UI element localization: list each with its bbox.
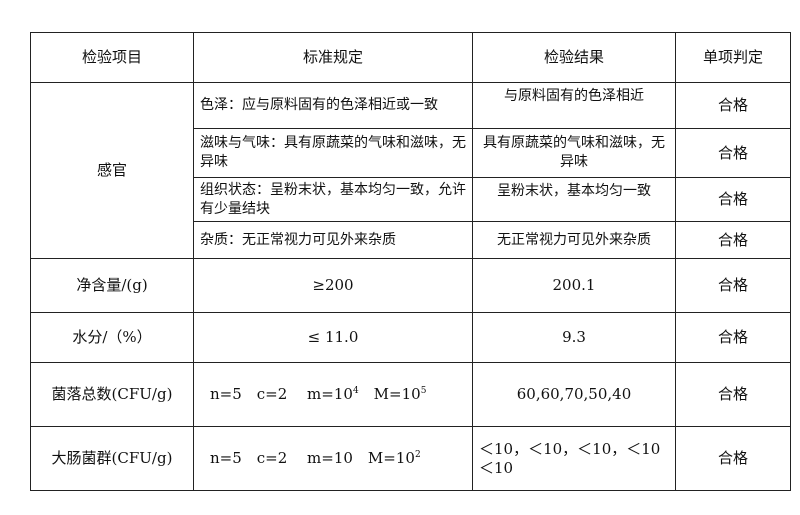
table-row: 菌落总数(CFU/g) n=5 c=2 m=104 M=105 60,60,70… bbox=[30, 362, 791, 427]
standard-cell: 滋味与气味：具有原蔬菜的气味和滋味，无异味 bbox=[193, 128, 473, 178]
verdict-cell: 合格 bbox=[675, 258, 791, 313]
result-cell: 无正常视力可见外来杂质 bbox=[472, 221, 676, 259]
item-cell: 菌落总数(CFU/g) bbox=[30, 362, 194, 427]
result-cell: 9.3 bbox=[472, 312, 676, 363]
table-row: 滋味与气味：具有原蔬菜的气味和滋味，无异味 具有原蔬菜的气味和滋味，无异味 合格 bbox=[31, 128, 791, 178]
standard-text: M=10 bbox=[358, 385, 421, 403]
item-cell: 净含量/(g) bbox=[30, 258, 194, 313]
exponent: 2 bbox=[414, 450, 421, 460]
result-cell: 与原料固有的色泽相近 bbox=[472, 82, 676, 129]
standard-cell: ≤ 11.0 bbox=[193, 312, 473, 363]
verdict-cell: 合格 bbox=[675, 177, 791, 222]
header-verdict: 单项判定 bbox=[675, 32, 791, 83]
standard-cell: n=5 c=2 m=10 M=102 bbox=[193, 426, 473, 491]
standard-cell: 杂质：无正常视力可见外来杂质 bbox=[193, 221, 473, 259]
standard-cell: ≥200 bbox=[193, 258, 473, 313]
result-cell: 呈粉末状，基本均匀一致 bbox=[472, 177, 676, 222]
result-cell: ＜10，＜10，＜10，＜10 ＜10 bbox=[472, 426, 676, 491]
standard-cell: 组织状态：呈粉末状，基本均匀一致，允许有少量结块 bbox=[193, 177, 473, 222]
table-row: 感官 色泽：应与原料固有的色泽相近或一致 与原料固有的色泽相近 合格 bbox=[30, 82, 791, 259]
header-standard: 标准规定 bbox=[193, 32, 473, 83]
result-cell: 60,60,70,50,40 bbox=[472, 362, 676, 427]
standard-text: n=5 c=2 m=10 bbox=[210, 385, 353, 403]
verdict-cell: 合格 bbox=[675, 312, 791, 363]
exponent: 5 bbox=[420, 386, 427, 396]
table-row: 大肠菌群(CFU/g) n=5 c=2 m=10 M=102 ＜10，＜10，＜… bbox=[30, 426, 791, 491]
item-cell: 大肠菌群(CFU/g) bbox=[30, 426, 194, 491]
header-result: 检验结果 bbox=[472, 32, 676, 83]
standard-cell: 色泽：应与原料固有的色泽相近或一致 bbox=[193, 82, 473, 129]
sensory-item: 感官 bbox=[30, 82, 194, 259]
result-cell: 200.1 bbox=[472, 258, 676, 313]
item-cell: 水分/（%） bbox=[30, 312, 194, 363]
standard-text: n=5 c=2 m=10 M=10 bbox=[210, 449, 415, 467]
table-row: 水分/（%） ≤ 11.0 9.3 合格 bbox=[30, 312, 791, 363]
verdict-cell: 合格 bbox=[675, 362, 791, 427]
inspection-table: 检验项目 标准规定 检验结果 单项判定 感官 色泽：应与原料固有的色泽相近或一致… bbox=[30, 32, 791, 491]
header-row: 检验项目 标准规定 检验结果 单项判定 bbox=[30, 32, 791, 83]
standard-cell: n=5 c=2 m=104 M=105 bbox=[193, 362, 473, 427]
result-cell: 具有原蔬菜的气味和滋味，无异味 bbox=[472, 128, 676, 178]
header-item: 检验项目 bbox=[30, 32, 194, 83]
table-row: 净含量/(g) ≥200 200.1 合格 bbox=[30, 258, 791, 313]
table-row: 组织状态：呈粉末状，基本均匀一致，允许有少量结块 呈粉末状，基本均匀一致 合格 bbox=[31, 177, 791, 222]
table-row: 杂质：无正常视力可见外来杂质 无正常视力可见外来杂质 合格 bbox=[31, 221, 791, 259]
exponent: 4 bbox=[352, 386, 359, 396]
verdict-cell: 合格 bbox=[675, 128, 791, 178]
verdict-cell: 合格 bbox=[675, 221, 791, 259]
verdict-cell: 合格 bbox=[675, 426, 791, 491]
verdict-cell: 合格 bbox=[675, 82, 791, 129]
